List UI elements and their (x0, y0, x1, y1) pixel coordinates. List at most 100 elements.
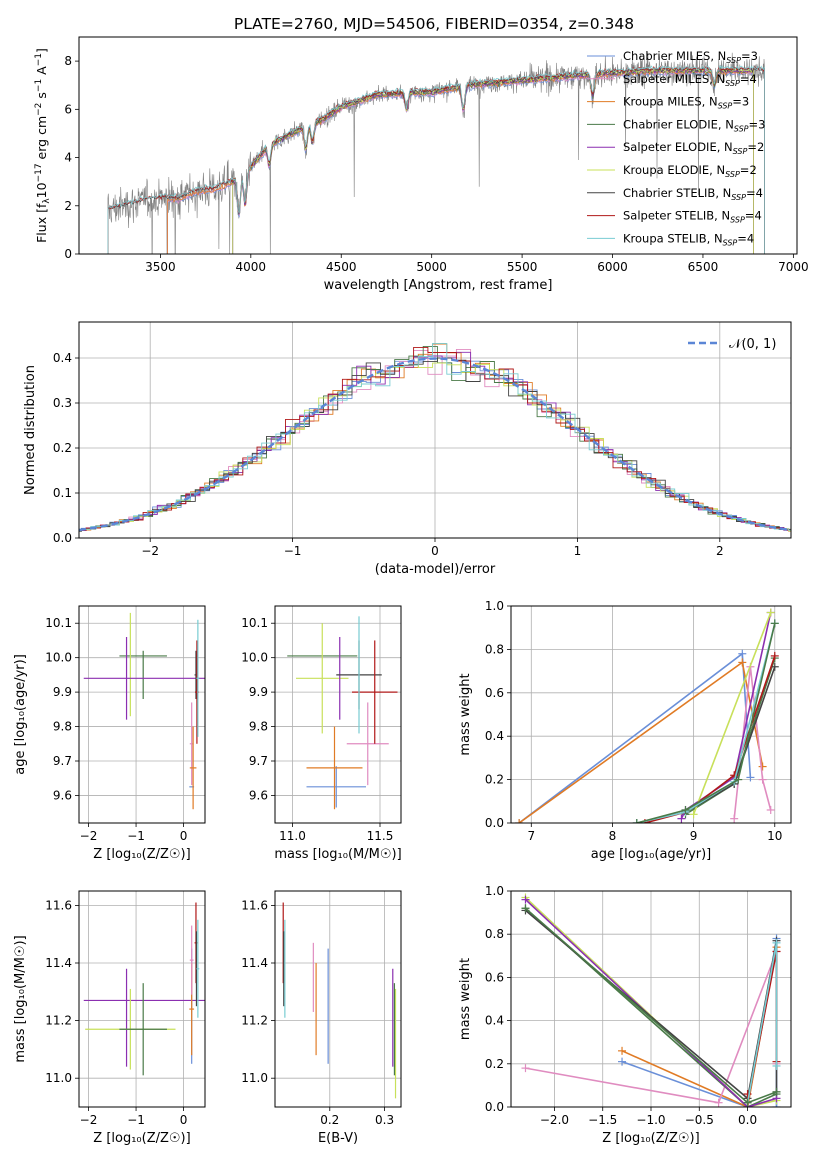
y-tick-label: 10.0 (241, 651, 268, 665)
y-tick-label: 9.9 (53, 685, 72, 699)
x-tick-label: 9 (690, 829, 698, 843)
x-tick-label: −2 (80, 1113, 98, 1127)
plus-marker (730, 814, 739, 823)
plot-area (107, 52, 765, 254)
y-tick-label: 9.6 (53, 788, 72, 802)
legend-n-prefix: N (721, 209, 730, 223)
mass-weight-series-line (644, 655, 776, 823)
plot-area (83, 612, 205, 810)
error-bar-point (196, 619, 200, 737)
legend-series-name: Salpeter ELODIE (623, 140, 717, 154)
plus-marker (766, 805, 775, 814)
legend-n-subscript: SSP (734, 124, 749, 133)
x-tick-label: 7000 (778, 260, 809, 274)
legend-entry: Kroupa STELIB, NSSP=4 (623, 231, 754, 247)
x-tick-label: 2 (716, 544, 724, 558)
plus-marker (770, 651, 779, 660)
y-axis-label: age [log₁₀(age/yr)] (13, 654, 28, 775)
legend-equals: = (732, 95, 742, 109)
legend-n-value: 2 (757, 140, 764, 154)
y-tick-label: 9.9 (249, 685, 268, 699)
axes-frame: −2 −1 0 9.6 9.7 9.8 9.9 10.0 10.1 Z [log₁₀(Z/Z☉)]… (13, 605, 206, 862)
y-axis-label-part: 10 (34, 182, 49, 198)
y-axis-label-part: A (34, 66, 49, 79)
y-tick-label: 0 (64, 247, 72, 261)
plus-marker (772, 1061, 781, 1070)
legend-series-name: Kroupa MILES (623, 95, 702, 109)
plus-marker (743, 1090, 752, 1099)
y-tick-label: 9.7 (53, 754, 72, 768)
y-axis-label-part: ] (34, 48, 49, 53)
x-tick-label: 11.5 (367, 829, 394, 843)
mass-vs-metallicity-panel: −2 −1 0 11.0 11.2 11.4 11.6 Z [log₁₀(Z/Z☉)] mass… (13, 890, 206, 1146)
x-tick-label: 8 (609, 829, 617, 843)
axes-box (78, 890, 206, 1108)
y-tick-label: 9.7 (249, 754, 268, 768)
axes-frame: −2 −1 0 11.0 11.2 11.4 11.6 Z [log₁₀(Z/Z☉)] mass… (13, 890, 206, 1146)
y-tick-label: 9.6 (249, 788, 268, 802)
x-axis-label: Z [log₁₀(Z/Z☉)] (93, 1131, 190, 1146)
x-tick-label: −1 (127, 829, 145, 843)
mass-weight-series-line (524, 899, 777, 1107)
error-bar-point (296, 623, 349, 734)
y-tick-label: 10.1 (45, 616, 72, 630)
legend-entry: Salpeter ELODIE, NSSP=2 (623, 140, 764, 156)
residual-histogram-step (79, 342, 791, 531)
x-tick-label: −2 (80, 829, 98, 843)
plot-area (83, 902, 205, 1076)
x-tick-label: −1 (284, 544, 302, 558)
y-axis-label: mass weight (458, 673, 473, 755)
plus-marker (746, 773, 755, 782)
axes-frame: 3500 4000 4500 5000 5500 6000 6500 700002468wav… (34, 36, 809, 293)
legend-separator: , (702, 95, 709, 109)
legend-series-name: Kroupa STELIB (623, 231, 707, 245)
legend-n-prefix: N (709, 95, 718, 109)
legend-n-prefix: N (724, 140, 733, 154)
x-tick-label: 0 (180, 1113, 188, 1127)
y-tick-label: 0.8 (485, 642, 504, 656)
axes-box (510, 605, 792, 824)
x-tick-label: 5000 (416, 260, 447, 274)
y-tick-label: 0.0 (485, 816, 504, 830)
y-tick-label: 1.0 (485, 599, 504, 613)
mass-weight-series-line (636, 623, 776, 823)
axes-box (78, 605, 206, 824)
legend-equals: = (747, 140, 757, 154)
spectrum-panel: 3500 4000 4500 5000 5500 6000 6500 700002468wav… (34, 36, 809, 293)
y-tick-label: 0.2 (485, 1057, 504, 1071)
x-axis-label: Z [log₁₀(Z/Z☉)] (602, 1131, 699, 1146)
plus-marker (618, 1057, 627, 1066)
plot-area (287, 616, 398, 810)
y-tick-label: 11.2 (45, 1014, 72, 1028)
error-bar-point (306, 726, 363, 810)
x-tick-label: 0 (180, 829, 188, 843)
residual-histogram-step (79, 346, 791, 531)
y-tick-label: 11.4 (45, 956, 72, 970)
legend-n-subscript: SSP (723, 238, 738, 247)
legend-equals: = (741, 49, 751, 63)
error-bar-point (346, 702, 389, 786)
y-axis-label-part: s (34, 92, 49, 103)
legend-n-value: 4 (749, 72, 756, 86)
y-tick-label: 0.6 (485, 686, 504, 700)
y-axis-label: Flux [fλ10−17 erg cm−2 s−1 A−1] (34, 48, 52, 243)
legend-equals: = (740, 72, 750, 86)
legend-n-prefix: N (725, 117, 734, 131)
x-tick-label: 10 (767, 829, 782, 843)
y-tick-label: 0.2 (485, 773, 504, 787)
plus-marker (734, 775, 743, 784)
legend-n-subscript: SSP (725, 79, 740, 88)
legend-equals: = (745, 209, 755, 223)
legend-separator: , (718, 117, 725, 131)
error-bar-point (306, 766, 366, 808)
legend-entry: Salpeter MILES, NSSP=4 (623, 72, 757, 88)
y-tick-label: 0.4 (485, 1014, 504, 1028)
legend-n-subscript: SSP (725, 170, 740, 179)
x-tick-label: 4500 (326, 260, 357, 274)
y-tick-label: 8 (64, 54, 72, 68)
error-bar-point (189, 726, 197, 810)
y-axis-label-part: erg cm (34, 116, 49, 164)
y-axis-label-part: −2 (34, 103, 44, 116)
x-tick-label: 4000 (236, 260, 267, 274)
legend-n-prefix: N (718, 49, 727, 63)
